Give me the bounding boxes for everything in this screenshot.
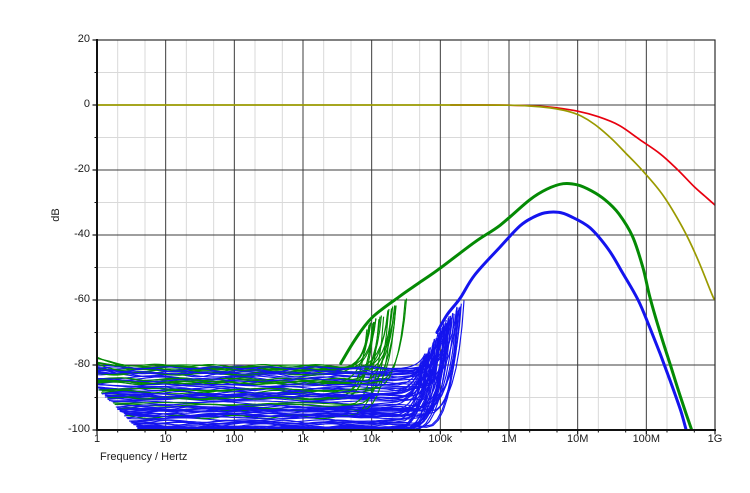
noise-trace-blue xyxy=(101,357,425,395)
noise-trace-blue xyxy=(124,345,434,418)
noise-trace-blue xyxy=(111,347,432,404)
noise-trace-blue xyxy=(130,345,434,423)
curve-gain-flat-olive xyxy=(97,104,715,301)
noise-trace-blue xyxy=(132,353,429,425)
x-tick-label-10k: 10k xyxy=(362,433,381,445)
noise-trace-green xyxy=(97,310,389,373)
noise-trace-blue xyxy=(119,330,442,412)
noise-trace-blue xyxy=(97,332,439,373)
noise-trace-blue xyxy=(115,357,425,409)
noise-trace-green xyxy=(97,315,382,382)
noise-trace-green xyxy=(97,306,394,371)
x-tick-label-1G: 1G xyxy=(707,433,723,445)
x-axis-title: Frequency / Hertz xyxy=(100,451,188,463)
x-tick-label-1: 1 xyxy=(93,433,101,445)
curve-gain-flat-red xyxy=(449,104,715,206)
noise-trace-blue xyxy=(97,313,454,388)
plot-frame xyxy=(92,39,716,435)
y-tick-label--60: -60 xyxy=(74,293,90,305)
curve-noise-envelope-green xyxy=(339,181,694,430)
noise-trace-green xyxy=(98,299,406,392)
noise-trace-blue xyxy=(97,306,458,370)
y-tick-label--20: -20 xyxy=(74,163,90,175)
y-tick-label--40: -40 xyxy=(74,228,90,240)
noise-trace-green xyxy=(97,318,377,371)
noise-trace-green xyxy=(97,318,377,368)
x-tick-label-1M: 1M xyxy=(501,433,517,445)
noise-trace-green xyxy=(97,305,396,373)
x-tick-label-100M: 100M xyxy=(632,433,661,445)
noise-trace-blue xyxy=(97,347,430,383)
noise-trace-blue xyxy=(97,327,442,375)
x-tick-label-10: 10 xyxy=(159,433,172,445)
noise-trace-blue xyxy=(127,320,449,420)
noise-trace-blue xyxy=(97,353,426,370)
noise-trace-blue xyxy=(133,325,446,426)
noise-trace-blue xyxy=(123,331,442,417)
noise-trace-green xyxy=(114,312,389,407)
noise-trace-blue xyxy=(98,313,454,392)
noise-trace-blue xyxy=(104,353,427,398)
y-tick-label-0: 0 xyxy=(83,98,90,110)
x-tick-label-10M: 10M xyxy=(566,433,589,445)
noise-trace-blue xyxy=(120,343,434,413)
x-tick-label-100: 100 xyxy=(225,433,244,445)
y-tick-label--100: -100 xyxy=(67,423,90,435)
noise-trace-blue xyxy=(97,316,450,371)
noise-trace-green xyxy=(106,321,375,400)
x-tick-label-100k: 100k xyxy=(428,433,453,445)
noise-trace-green xyxy=(97,324,371,383)
y-tick-label--80: -80 xyxy=(74,358,90,370)
noise-trace-green xyxy=(97,322,371,372)
x-tick-label-1k: 1k xyxy=(297,433,309,445)
curve-noise-envelope-blue xyxy=(435,210,688,430)
y-tick-label-20: 20 xyxy=(77,33,90,45)
noise-trace-green xyxy=(113,319,380,406)
noise-trace-green xyxy=(97,298,408,385)
noise-trace-blue xyxy=(121,319,450,414)
noise-trace-blue xyxy=(115,310,457,409)
